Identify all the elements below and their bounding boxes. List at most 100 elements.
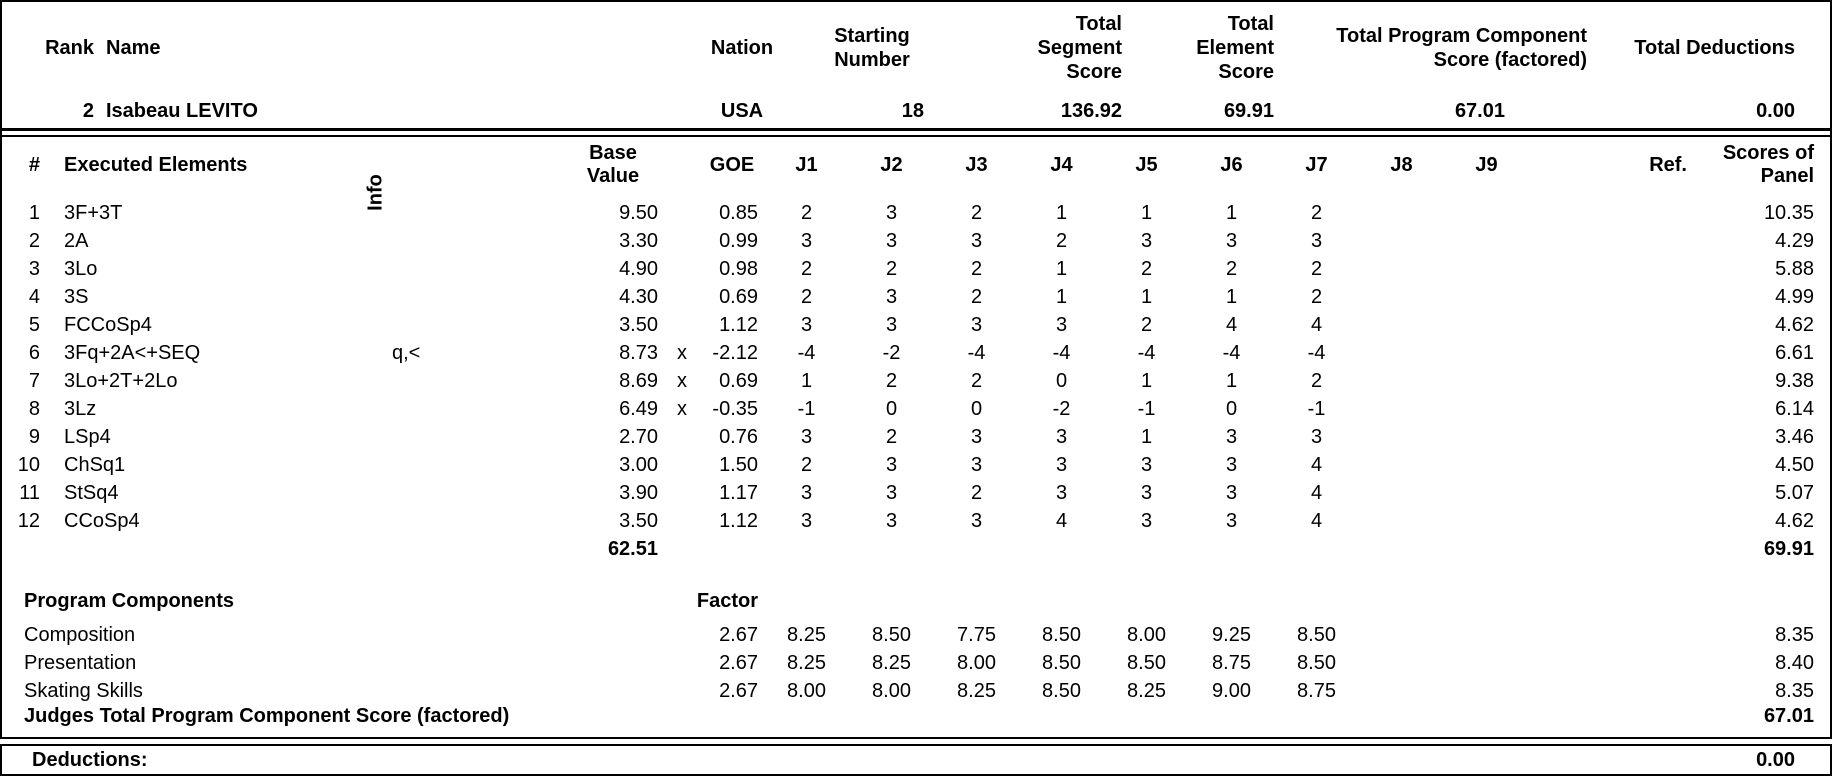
judge2-score: 3 xyxy=(885,481,898,504)
total-pcs-header: Total Program Component Score (factored) xyxy=(1336,25,1587,71)
judge4-score: 2 xyxy=(1055,229,1068,252)
judge3-header: J3 xyxy=(965,153,988,176)
judge2-score: 8.00 xyxy=(872,679,911,702)
judge4-score: 3 xyxy=(1055,453,1068,476)
component-panel-score: 8.35 xyxy=(1775,623,1814,646)
judge5-score: 8.00 xyxy=(1127,623,1166,646)
judge1-score: 1 xyxy=(800,369,813,392)
athlete-nation: USA xyxy=(720,99,764,122)
judge4-score: 1 xyxy=(1055,201,1068,224)
element-base-value: 3.50 xyxy=(619,313,658,336)
judge1-score: 2 xyxy=(800,285,813,308)
judge1-score: 3 xyxy=(800,425,813,448)
rank-header: Rank xyxy=(45,37,94,59)
judge7-score: 2 xyxy=(1310,285,1323,308)
judge3-score: 7.75 xyxy=(957,623,996,646)
element-base-value: 9.50 xyxy=(619,201,658,224)
judge2-score: 0 xyxy=(885,397,898,420)
judge5-score: 2 xyxy=(1140,313,1153,336)
element-name: 2A xyxy=(64,229,89,252)
judge7-score: 2 xyxy=(1310,257,1323,280)
element-number: 3 xyxy=(28,257,40,280)
judge2-score: 3 xyxy=(885,201,898,224)
judge7-score: 4 xyxy=(1310,481,1323,504)
elements-header-row: # Executed Elements Info Base Value GOE … xyxy=(2,137,1830,211)
athlete-name: Isabeau LEVITO xyxy=(106,99,258,122)
judge5-score: 3 xyxy=(1140,509,1153,532)
deductions-value: 0.00 xyxy=(1756,748,1795,771)
judge7-score: 3 xyxy=(1310,425,1323,448)
judge6-score: 1 xyxy=(1225,369,1238,392)
component-panel-score: 8.35 xyxy=(1775,679,1814,702)
element-name: CCoSp4 xyxy=(64,509,140,532)
judge1-score: 8.00 xyxy=(787,679,826,702)
judge1-score: 3 xyxy=(800,313,813,336)
element-goe: 0.85 xyxy=(719,201,758,224)
athlete-total-element-score: 69.91 xyxy=(1223,99,1274,122)
element-row-7: 7 3Lo+2T+2Lo 8.69 x 0.69 1 2 2 0 1 1 2 9.38 xyxy=(2,367,1830,395)
element-number: 4 xyxy=(28,285,40,308)
judge3-score: 2 xyxy=(970,285,983,308)
element-number: 7 xyxy=(28,369,40,392)
athlete-total-deductions: 0.00 xyxy=(1756,99,1795,122)
judge6-score: 3 xyxy=(1225,229,1238,252)
element-row-9: 9 LSp4 2.70 0.76 3 2 3 3 1 3 3 3.46 xyxy=(2,423,1830,451)
element-row-8: 8 3Lz 6.49 x -0.35 -1 0 0 -2 -1 0 -1 6.14 xyxy=(2,395,1830,423)
element-number: 12 xyxy=(17,509,40,532)
element-row-2: 2 2A 3.30 0.99 3 3 3 2 3 3 3 4.29 xyxy=(2,227,1830,255)
judge5-score: 1 xyxy=(1140,425,1153,448)
element-panel-score: 5.07 xyxy=(1775,481,1814,504)
judge6-score: 8.75 xyxy=(1212,651,1251,674)
element-row-10: 10 ChSq1 3.00 1.50 2 3 3 3 3 3 4 4.50 xyxy=(2,451,1830,479)
judge2-score: 3 xyxy=(885,453,898,476)
element-row-1: 1 3F+3T 9.50 0.85 2 3 2 1 1 1 2 10.35 xyxy=(2,199,1830,227)
info-header-label: Info xyxy=(364,174,387,211)
judge7-score: 3 xyxy=(1310,229,1323,252)
element-number: 9 xyxy=(28,425,40,448)
element-base-value: 3.50 xyxy=(619,509,658,532)
judge3-score: 3 xyxy=(970,425,983,448)
judge4-score: 8.50 xyxy=(1042,651,1081,674)
judge5-score: 3 xyxy=(1140,229,1153,252)
element-goe: 0.69 xyxy=(719,369,758,392)
judge3-score: 2 xyxy=(970,257,983,280)
result-header-row: Rank Name Nation Starting Number Total S… xyxy=(2,2,1830,94)
component-factor: 2.67 xyxy=(719,679,758,702)
element-name: 3Lo+2T+2Lo xyxy=(64,369,178,392)
element-panel-score: 6.61 xyxy=(1775,341,1814,364)
element-panel-score: 3.46 xyxy=(1775,425,1814,448)
element-name: LSp4 xyxy=(64,425,111,448)
element-number: 8 xyxy=(28,397,40,420)
judge6-score: 4 xyxy=(1225,313,1238,336)
judge3-score: 2 xyxy=(970,481,983,504)
judge8-header: J8 xyxy=(1390,153,1413,176)
program-components-title: Program Components xyxy=(24,589,235,612)
section-divider xyxy=(2,128,1830,137)
panel-score-total: 69.91 xyxy=(1763,537,1814,560)
element-goe: 0.76 xyxy=(719,425,758,448)
element-name: 3S xyxy=(64,285,89,308)
judge2-score: 3 xyxy=(885,509,898,532)
judge6-score: 0 xyxy=(1225,397,1238,420)
executed-elements-header: Executed Elements xyxy=(64,153,248,176)
judge2-score: 3 xyxy=(885,229,898,252)
scores-of-panel-header: Scores of Panel xyxy=(1722,142,1814,187)
element-panel-score: 5.88 xyxy=(1775,257,1814,280)
judge1-score: 2 xyxy=(800,201,813,224)
element-base-value: 8.69 xyxy=(619,369,658,392)
judge7-score: 8.50 xyxy=(1297,651,1336,674)
element-row-3: 3 3Lo 4.90 0.98 2 2 2 1 2 2 2 5.88 xyxy=(2,255,1830,283)
number-header: # xyxy=(28,153,40,176)
judge4-score: 8.50 xyxy=(1042,679,1081,702)
judge2-header: J2 xyxy=(880,153,903,176)
judge6-score: -4 xyxy=(1222,341,1241,364)
element-row-5: 5 FCCoSp4 3.50 1.12 3 3 3 3 2 4 4 4.62 xyxy=(2,311,1830,339)
element-goe: -2.12 xyxy=(712,341,758,364)
judge4-score: 1 xyxy=(1055,285,1068,308)
judge5-score: 2 xyxy=(1140,257,1153,280)
starting-number-header: Starting Number xyxy=(834,25,910,71)
components-total-value: 67.01 xyxy=(1763,705,1814,727)
element-panel-score: 10.35 xyxy=(1763,201,1814,224)
element-panel-score: 4.62 xyxy=(1775,509,1814,532)
